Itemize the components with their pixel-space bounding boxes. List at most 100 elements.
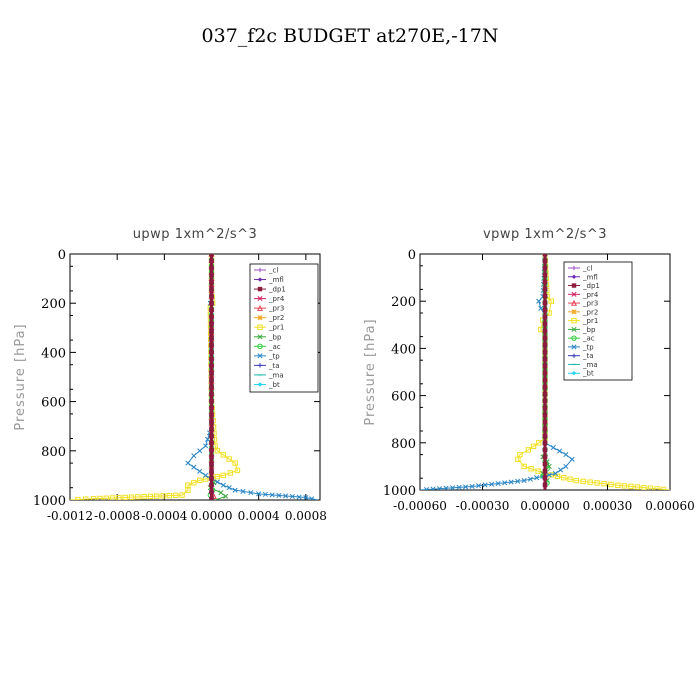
legend-label: _cl	[582, 265, 592, 273]
legend-label: _pr4	[268, 295, 285, 303]
data-point	[232, 460, 238, 466]
data-point	[209, 384, 214, 390]
data-point	[542, 307, 548, 313]
x-tick-label: 0.00060	[645, 499, 695, 513]
data-point	[476, 483, 482, 489]
data-point	[554, 473, 561, 480]
data-point	[546, 463, 552, 469]
x-tick-label: 0.00030	[583, 499, 633, 513]
data-point	[173, 492, 179, 499]
data-point	[209, 482, 214, 488]
data-point	[209, 300, 214, 306]
y-tick-label: 600	[41, 396, 66, 411]
data-point	[587, 479, 593, 485]
legend-marker	[257, 286, 263, 292]
legend-marker	[571, 344, 577, 350]
data-point	[209, 314, 214, 320]
data-point	[209, 370, 214, 376]
data-point	[191, 480, 197, 486]
data-point	[209, 342, 214, 348]
legend-label: _ma	[268, 371, 284, 379]
legend-entry: _bt	[568, 370, 594, 378]
data-point	[214, 473, 221, 480]
data-point	[209, 447, 214, 453]
legend-entry: _pr3	[568, 300, 598, 308]
data-point	[209, 254, 214, 257]
data-point	[197, 477, 203, 484]
data-point	[521, 478, 527, 484]
data-point	[515, 478, 521, 484]
data-point	[103, 495, 109, 500]
data-point	[601, 481, 607, 487]
legend-entry: _tp	[568, 343, 594, 351]
legend-entry: _pr3	[254, 305, 284, 313]
x-tick-label: -0.0004	[141, 509, 187, 523]
chart-panel-2: vpwp 1xm^2/s^3 Pressure [hPa] 0 200 400 600 80…	[363, 227, 695, 513]
data-point	[147, 493, 154, 500]
data-point	[154, 493, 160, 499]
legend-box	[249, 263, 319, 393]
data-point	[542, 272, 548, 278]
legend-entry: _pr1	[568, 317, 598, 325]
data-point	[542, 279, 548, 285]
legend-entry: _bp	[254, 333, 282, 341]
data-point	[502, 480, 508, 486]
data-point	[209, 475, 214, 481]
legend-marker	[571, 371, 577, 376]
data-point	[469, 483, 475, 490]
data-point	[197, 468, 203, 474]
legend-entry: _ma	[568, 361, 598, 369]
data-point	[209, 426, 214, 432]
legend-marker	[257, 277, 263, 282]
legend-label: _dp1	[582, 282, 600, 290]
legend-entry: _cl	[568, 265, 592, 273]
data-point	[621, 483, 628, 489]
y-tick-label: 800	[391, 437, 416, 452]
data-point	[185, 460, 191, 466]
data-point	[542, 468, 548, 474]
legend-entry: _pr2	[254, 314, 284, 322]
legend-marker	[571, 265, 577, 271]
data-point	[542, 405, 548, 411]
data-point	[209, 405, 214, 411]
data-point	[538, 305, 544, 311]
y-tick-label: 0	[408, 248, 416, 263]
data-point	[209, 286, 214, 292]
data-point	[561, 475, 567, 481]
data-point	[209, 321, 214, 327]
legend-entry: _mfl	[254, 276, 284, 284]
legend-marker	[571, 309, 577, 315]
data-point	[536, 298, 542, 304]
data-point	[220, 472, 227, 479]
x-tick-label: -0.00030	[456, 499, 510, 513]
plot-area	[70, 254, 318, 500]
data-point	[166, 492, 173, 499]
y-tick-label: 200	[391, 295, 416, 310]
data-point	[542, 286, 548, 292]
data-point	[542, 391, 548, 397]
x-tick-label: -0.0008	[94, 509, 140, 523]
legend-label: _cl	[268, 267, 278, 275]
data-point	[542, 482, 548, 488]
data-point	[550, 444, 556, 451]
data-point	[191, 453, 197, 459]
data-point	[289, 493, 295, 500]
data-point	[191, 464, 197, 470]
legend-marker	[571, 317, 577, 324]
data-point	[209, 489, 214, 495]
data-point	[226, 485, 232, 491]
data-point	[542, 300, 548, 306]
data-point	[542, 475, 548, 481]
data-point	[482, 482, 488, 488]
data-point	[209, 349, 214, 355]
data-point	[209, 412, 214, 418]
legend-label: _bp	[582, 326, 596, 334]
y-tick-label: 1000	[33, 494, 66, 509]
chart-panel-1: upwp 1xm^2/s^3 Pressure [hPa] 0 200 400 600 80…	[13, 227, 327, 523]
data-point	[209, 328, 214, 334]
legend-label: _bt	[268, 381, 280, 389]
data-point	[456, 484, 462, 490]
data-point	[303, 494, 309, 500]
data-point	[542, 328, 548, 334]
data-point	[628, 483, 634, 490]
